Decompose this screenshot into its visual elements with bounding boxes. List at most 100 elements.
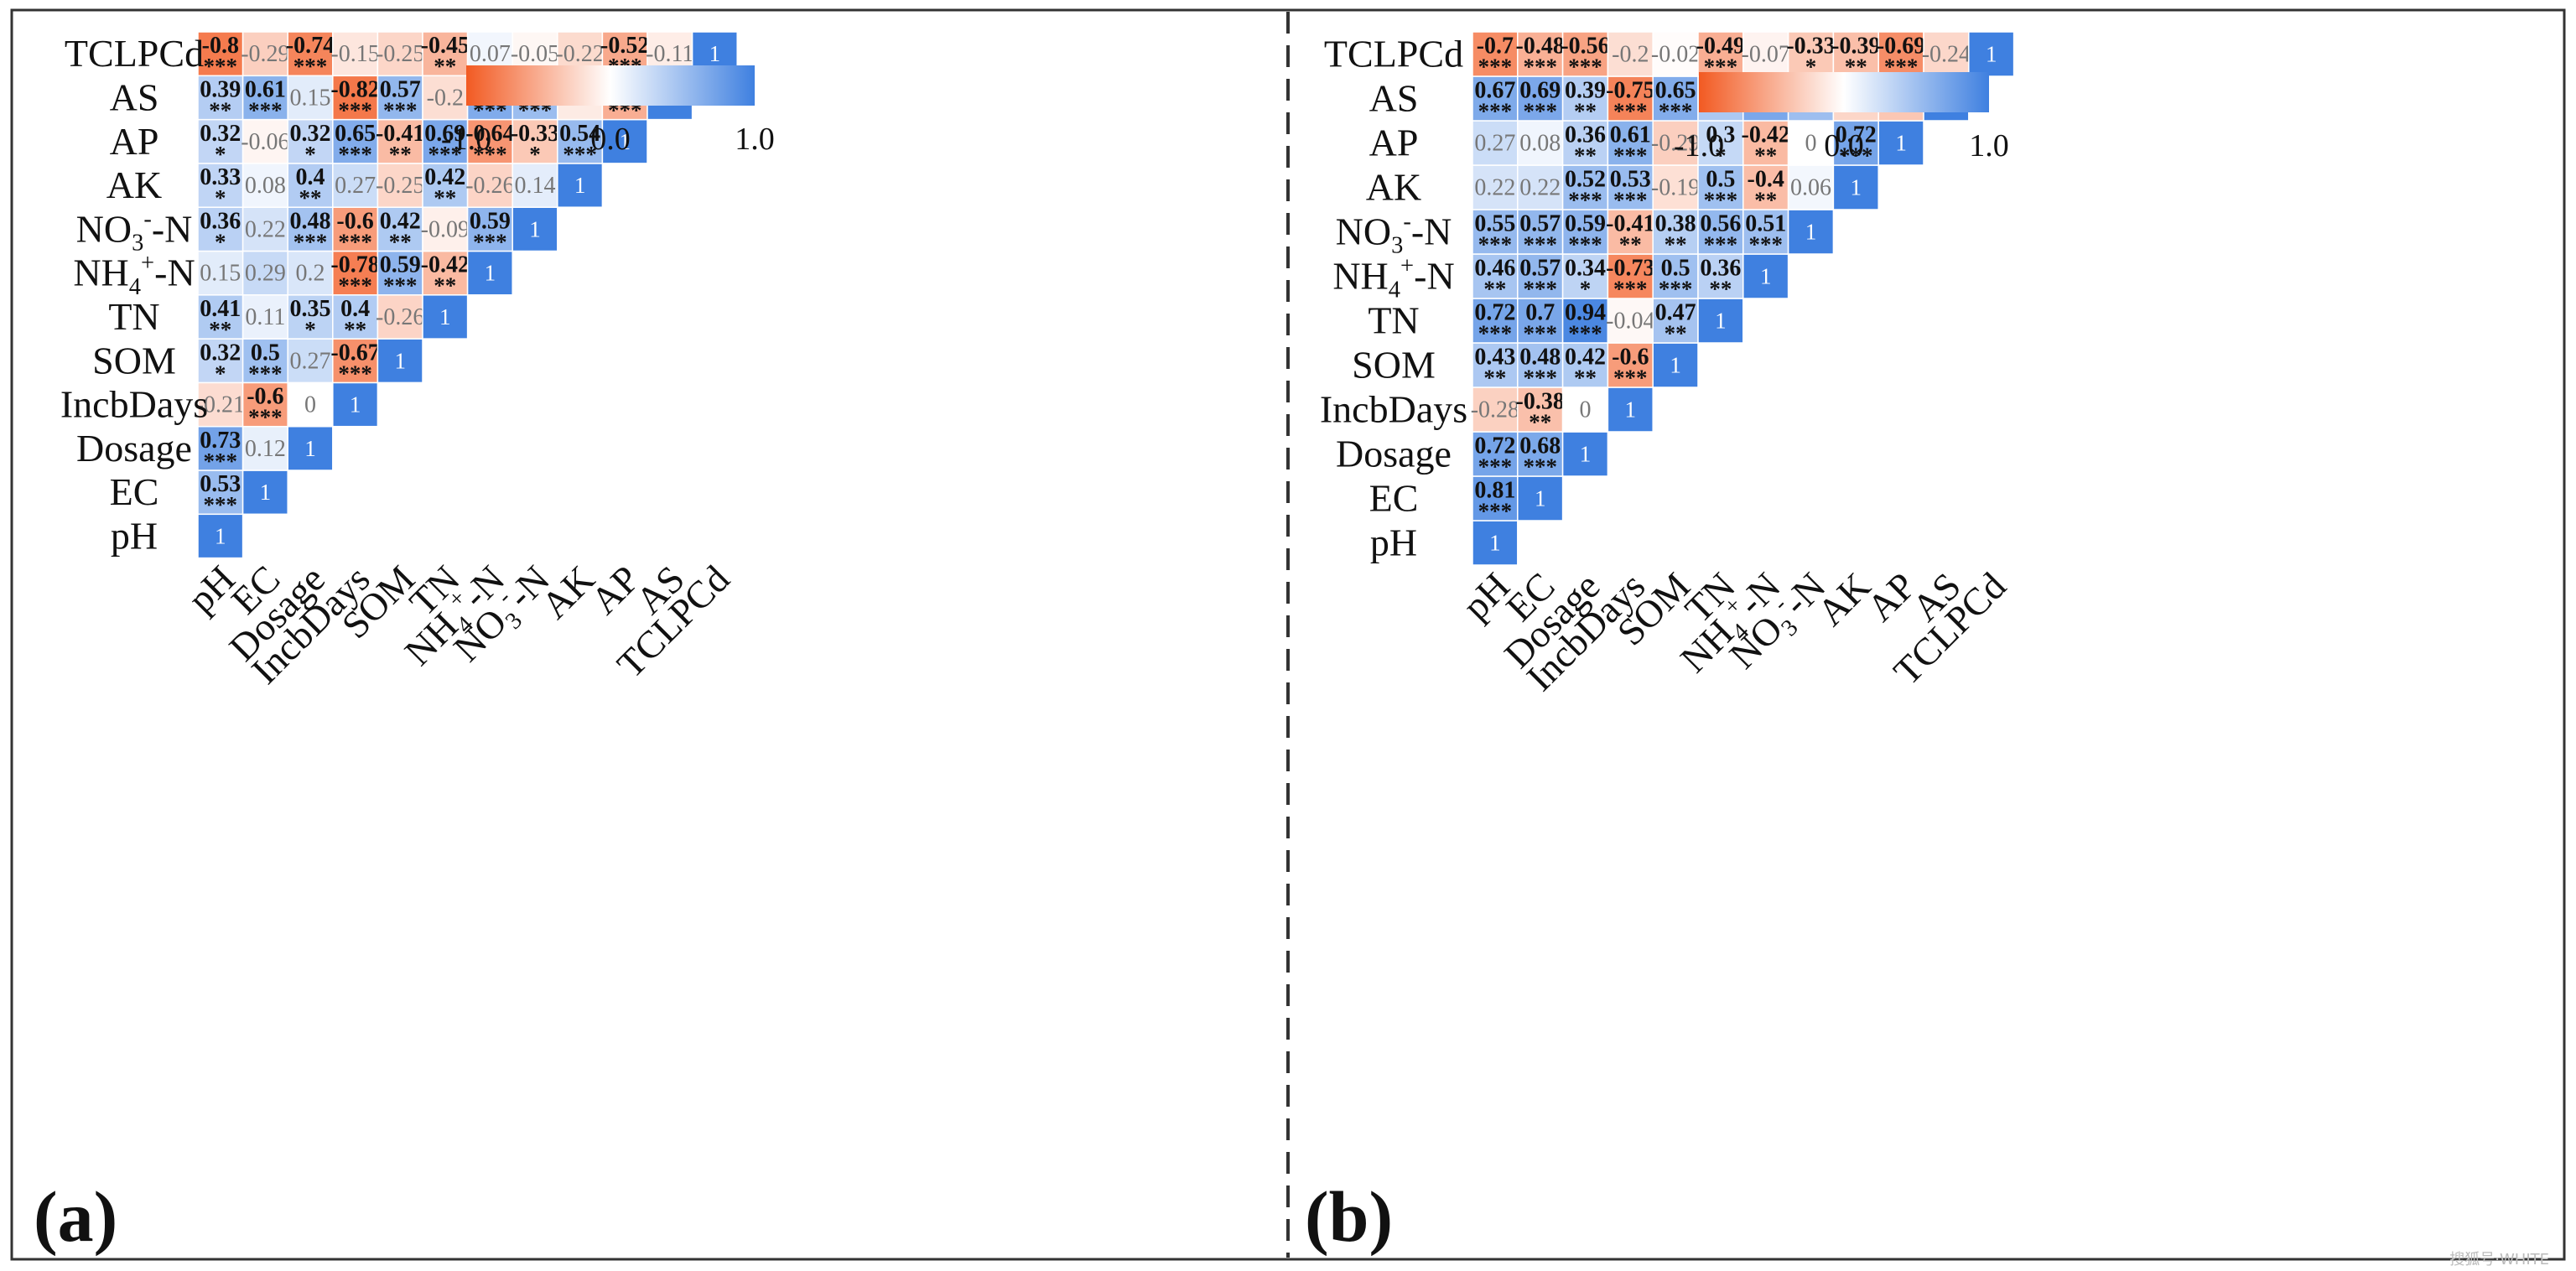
significance-stars: *** [1478, 54, 1513, 80]
diag-cell [557, 163, 604, 208]
corr-cell [1561, 253, 1609, 299]
corr-cell [242, 31, 288, 77]
corr-value: -0.48 [1516, 34, 1565, 60]
corr-cell [1517, 209, 1564, 255]
corr-value: 0.3 [1706, 122, 1735, 148]
row-label-ap: AP [110, 120, 159, 163]
diag-label: 1 [1670, 353, 1681, 378]
corr-value: 0.15 [290, 85, 331, 111]
significance-stars: *** [383, 97, 418, 122]
corr-value: -0.21 [196, 392, 245, 418]
significance-stars: *** [1523, 99, 1557, 124]
corr-value: -0.19 [1651, 175, 1700, 201]
corr-value: 0.72 [1474, 300, 1515, 326]
significance-stars: * [529, 142, 541, 167]
corr-value: -0.26 [465, 173, 514, 199]
corr-value: 0.14 [515, 173, 556, 199]
significance-stars: *** [1478, 454, 1513, 480]
corr-cell [1652, 164, 1699, 210]
corr-value: -0.74 [286, 33, 335, 59]
corr-cell [1607, 31, 1654, 77]
row-label-ec: EC [1369, 477, 1419, 520]
corr-cell [1472, 386, 1519, 433]
corr-value: 0.34 [1565, 256, 1606, 282]
significance-stars: * [1715, 143, 1727, 169]
corr-cell [1561, 164, 1609, 210]
diag-label: 1 [304, 436, 316, 461]
significance-stars: *** [248, 97, 283, 122]
significance-stars: *** [1704, 188, 1738, 213]
corr-value: -0.6 [336, 208, 373, 234]
corr-value: -0.25 [376, 41, 424, 67]
corr-value: 0.53 [1610, 167, 1651, 193]
corr-value: 0.32 [290, 121, 331, 147]
corr-value: 0.46 [1474, 256, 1515, 282]
corr-value: 0.94 [1565, 300, 1606, 326]
corr-cell [1697, 209, 1744, 255]
row-label-nh4-n: NH4+-N [1332, 253, 1454, 303]
row-label-ec: EC [110, 470, 159, 513]
corr-value: 0.72 [1836, 122, 1877, 148]
significance-stars: *** [1478, 99, 1513, 124]
corr-value: -0.41 [1606, 211, 1654, 237]
corr-value: 0.27 [335, 173, 376, 199]
significance-stars: ** [434, 273, 456, 298]
corr-value: -0.75 [1606, 78, 1654, 104]
diag-label: 1 [619, 129, 631, 154]
corr-value: 0.48 [1519, 345, 1561, 371]
corr-value: 0.57 [380, 76, 421, 102]
significance-stars: *** [1748, 232, 1783, 257]
corr-cell [1742, 209, 1789, 255]
corr-value: -0.38 [1516, 389, 1565, 415]
diag-label: 1 [1805, 220, 1817, 245]
significance-stars: ** [1574, 366, 1597, 391]
significance-stars: *** [338, 142, 372, 167]
corr-value: 0.56 [1700, 211, 1741, 237]
corr-value: -0.25 [376, 173, 424, 199]
significance-stars: ** [389, 229, 412, 254]
corr-value: 0.52 [1565, 167, 1606, 193]
significance-stars: ** [209, 97, 231, 122]
diag-cell [1877, 120, 1924, 166]
corr-value: -0.4 [1748, 167, 1784, 193]
corr-value: 0.29 [245, 261, 286, 287]
corr-value: -0.29 [1651, 131, 1700, 157]
corr-value: 0.12 [245, 436, 286, 462]
corr-cell [197, 118, 244, 164]
corr-cell [242, 118, 288, 164]
significance-stars: *** [338, 97, 372, 122]
corr-value: 0.27 [290, 348, 331, 374]
diag-cell [1832, 164, 1879, 210]
row-label-som: SOM [1352, 344, 1436, 386]
significance-stars: ** [1619, 232, 1642, 257]
corr-cell [1517, 431, 1564, 477]
corr-value: 0.22 [1519, 175, 1561, 201]
diag-cell [466, 250, 513, 296]
corr-cell [1697, 253, 1744, 299]
corr-cell [1607, 75, 1654, 122]
significance-stars: ** [209, 317, 231, 342]
corr-value: 0.08 [1519, 131, 1561, 157]
corr-value: -0.42 [421, 252, 470, 278]
colorbar-tick: -1.0 [1674, 128, 1724, 163]
significance-stars: *** [1523, 366, 1557, 391]
corr-value: -0.64 [465, 121, 514, 147]
corr-value: -0.49 [1696, 34, 1745, 60]
corr-cell [377, 294, 423, 340]
significance-stars: ** [434, 185, 456, 210]
significance-stars: *** [1568, 54, 1602, 80]
significance-stars: * [304, 317, 316, 342]
row-label-no3-n: NO3--N [1336, 209, 1452, 259]
corr-value: 0.57 [1519, 211, 1561, 237]
corr-value: -0.06 [241, 129, 289, 155]
row-label-incbdays: IncbDays [1320, 388, 1467, 431]
row-label-tclpcd: TCLPCd [65, 32, 204, 75]
corr-value: 0.43 [1474, 345, 1515, 371]
significance-stars: *** [473, 229, 507, 254]
diag-label: 1 [574, 173, 586, 198]
corr-cell [1652, 31, 1699, 77]
corr-cell [1472, 342, 1519, 388]
corr-value: -0.69 [1877, 34, 1925, 60]
diag-label: 1 [1986, 42, 1997, 67]
corr-cell [287, 118, 334, 164]
